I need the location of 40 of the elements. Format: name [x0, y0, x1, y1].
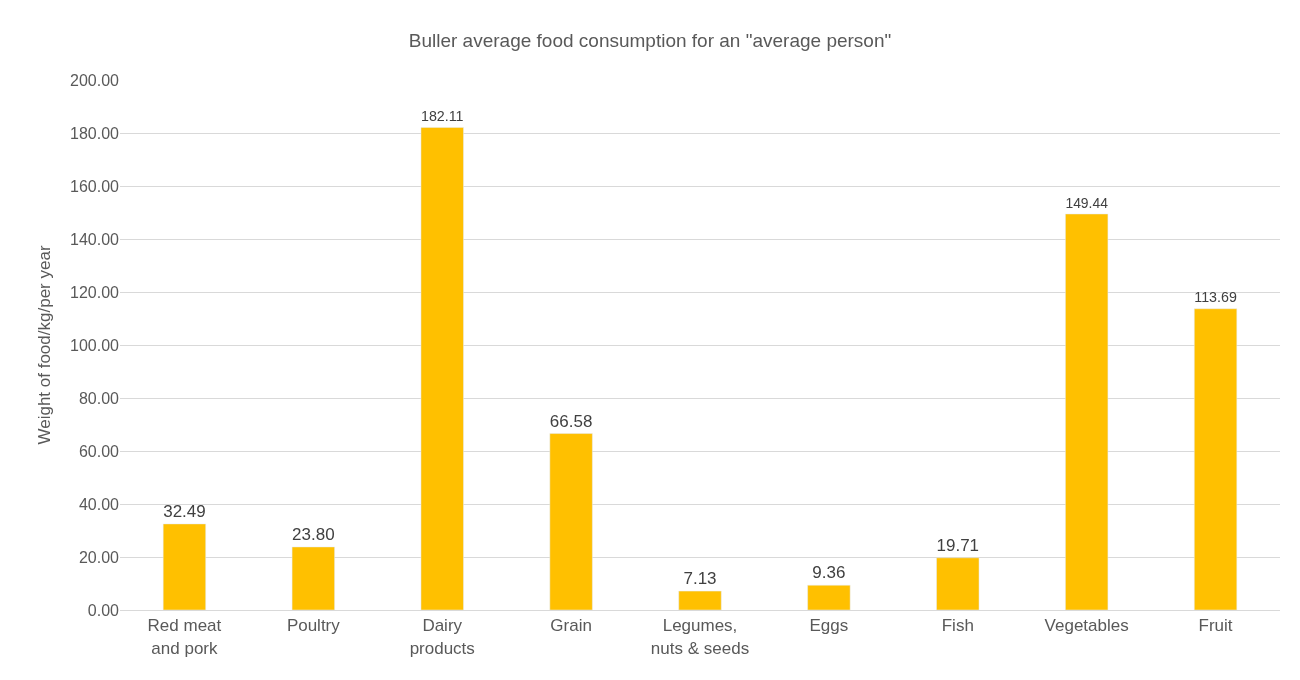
- data-label: 149.44: [1065, 194, 1109, 211]
- bar: [1065, 213, 1109, 610]
- x-tick-label: Vegetables: [1044, 616, 1129, 636]
- y-tick-label: 140.00: [70, 230, 120, 248]
- bar: [936, 557, 980, 610]
- bar: [549, 433, 593, 610]
- y-tick-label: 60.00: [78, 442, 120, 460]
- data-label: 113.69: [1194, 289, 1237, 306]
- y-tick-label: 20.00: [78, 548, 120, 566]
- x-tick-label: Dairy products: [409, 616, 475, 658]
- y-tick-label: 100.00: [70, 336, 120, 354]
- x-tick-label: Red meat and pork: [147, 616, 222, 658]
- x-tick-label: Poultry: [286, 616, 341, 636]
- bar: [807, 584, 851, 610]
- data-label: 32.49: [163, 501, 206, 521]
- x-tick-label: Eggs: [809, 616, 849, 636]
- data-label: 66.58: [549, 411, 593, 431]
- bar: [1194, 308, 1238, 610]
- data-label: 182.11: [420, 108, 464, 125]
- y-tick-label: 180.00: [70, 124, 120, 142]
- data-label: 23.80: [292, 524, 335, 544]
- data-label: 19.71: [936, 535, 980, 555]
- y-axis-title: Weight of food/kg/per year: [34, 245, 54, 445]
- x-tick-label: Legumes, nuts & seeds: [650, 616, 750, 658]
- y-tick-label: 80.00: [78, 389, 120, 407]
- chart-title: Buller average food consumption for an "average person": [408, 30, 892, 52]
- bar: [420, 127, 464, 610]
- bar: [162, 523, 206, 610]
- bar: [291, 546, 335, 610]
- data-label: 7.13: [683, 569, 717, 589]
- y-tick-label: 160.00: [70, 177, 120, 195]
- y-tick-label: 40.00: [78, 495, 120, 513]
- bar: [678, 590, 722, 610]
- y-tick-label: 0.00: [87, 601, 120, 619]
- data-label: 9.36: [812, 563, 846, 583]
- y-tick-label: 120.00: [70, 283, 120, 301]
- x-tick-label: Grain: [550, 616, 592, 636]
- y-tick-label: 200.00: [70, 71, 120, 89]
- x-tick-label: Fruit: [1198, 616, 1233, 636]
- x-tick-label: Fish: [941, 616, 974, 636]
